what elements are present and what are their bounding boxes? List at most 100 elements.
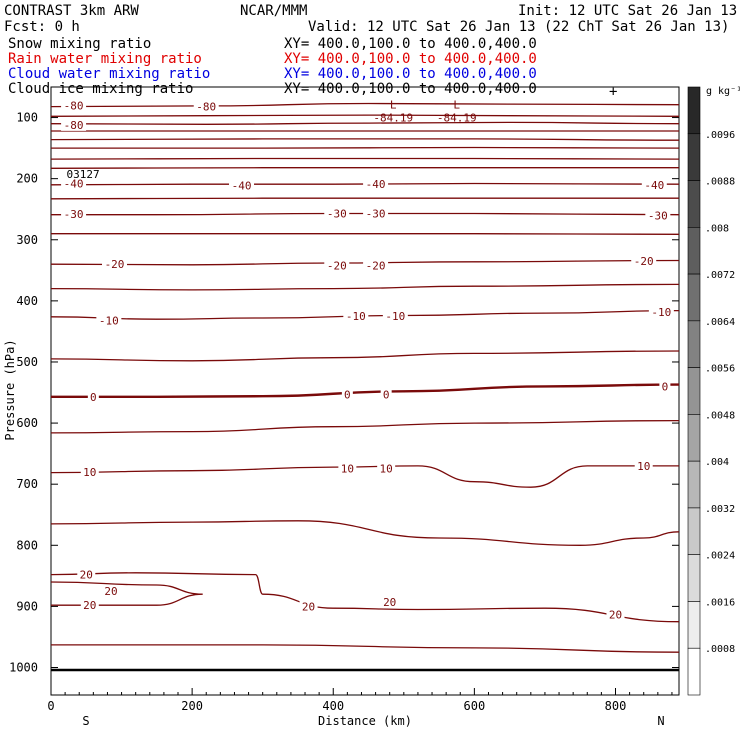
contour-label: 20 [609,608,622,621]
contour-label-bg [338,462,357,475]
contour-label: 20 [383,596,396,609]
contour-label: 20 [104,585,117,598]
y-tick-label: 800 [16,538,38,552]
contour-line [51,233,680,235]
contour-label: 20 [80,569,93,582]
colorbar-swatch [687,554,701,602]
x-tick-label: 800 [605,699,627,713]
colorbar-swatch [687,601,701,649]
contour-label-bg [363,178,389,191]
contour-label-bg [380,596,399,609]
y-tick-label: 900 [16,599,38,613]
colorbar-tick-label: .0016 [705,597,735,608]
field-label: Rain water mixing ratio [8,51,202,67]
contour-line [50,138,680,141]
contour-label-bg [341,388,353,401]
low-value: -84.19 [437,112,477,125]
colorbar-tick-label: .0096 [705,130,735,141]
header-title: CONTRAST 3km ARW [4,3,139,19]
contour-label-bg [645,209,671,222]
contour-line [50,102,680,108]
colorbar-unit: g kg⁻¹ [706,86,740,97]
colorbar-tick-label: .0088 [705,177,735,188]
header-valid: Valid: 12 UTC Sat 26 Jan 13 (22 ChT Sat … [308,19,729,35]
contour-label-bg [377,462,396,475]
contour-label: -30 [366,207,386,220]
contour-label-bg [229,179,255,192]
low-value: -84.19 [373,112,413,125]
contour-label: -40 [366,178,386,191]
contour-label-bg [61,118,87,131]
contour-label-bg [382,310,408,323]
contour-label: -20 [634,255,654,268]
y-axis-label: Pressure (hPa) [3,339,17,440]
low-markers: L-84.19L-84.19 [373,99,476,125]
colorbar-swatch [687,133,701,181]
header-center: NCAR/MMM [240,3,307,19]
field-range: XY= 400.0,100.0 to 400.0,400.0 [284,81,537,97]
contour-line [50,167,679,169]
colorbar-tick-label: .0024 [705,551,735,562]
y-tick-label: 500 [16,355,38,369]
contour-label-bg [634,459,653,472]
contour-line [50,146,680,149]
y-tick-label: 400 [16,294,38,308]
contour-label-bg [193,100,219,113]
x-tick-label: 200 [181,699,203,713]
header-forecast: Fcst: 0 h [4,19,80,35]
contour-label-bg [87,390,99,403]
contour-label: -10 [385,310,405,323]
partial-label: 03127 [67,168,100,181]
plot-frame [50,86,680,696]
field-range: XY= 400.0,100.0 to 400.0,400.0 [284,51,537,67]
contour-label-bg [61,208,87,221]
contour-label-bg [96,314,122,327]
field-legend: Snow mixing ratio XY= 400.0,100.0 to 400.… [8,36,537,97]
x-tick-label: 400 [322,699,344,713]
contour-line [50,114,680,117]
y-tick-label: 600 [16,416,38,430]
contour-label: 10 [341,462,354,475]
contour-line [50,283,680,291]
field-label: Cloud ice mixing ratio [8,81,193,97]
contour-line [50,419,680,434]
colorbar-swatch [687,180,701,228]
colorbar-swatch [687,227,701,275]
contour-label-bg [299,600,318,613]
contour-label: -20 [327,259,347,272]
contour-label: 20 [302,600,315,613]
contour-label: -20 [105,258,125,271]
colorbar-tick-label: .004 [705,457,729,468]
y-tick-label: 1000 [9,661,38,675]
contour-label-bg [363,207,389,220]
contour-label: -40 [232,179,252,192]
contour-label-bg [80,465,99,478]
contour-label-bg [77,568,96,581]
contour-line [50,182,680,186]
colorbar-swatch [687,320,701,368]
contour-label: -40 [64,178,84,191]
contour-label-bg [80,599,99,612]
contour-label: 0 [662,380,669,393]
colorbar-swatch [687,273,701,322]
contour-label-bg [343,310,369,323]
contour-line [50,309,680,320]
low-symbol: L [390,99,397,112]
field-range: XY= 400.0,100.0 to 400.0,400.0 [284,36,537,52]
colorbar-swatch [687,460,701,509]
colorbar-tick-label: .008 [705,223,729,234]
field-label: Snow mixing ratio [8,36,151,52]
contour-label: 10 [83,466,96,479]
contour-line [50,572,680,623]
colorbar-swatch [687,414,701,462]
y-tick-label: 100 [16,111,38,125]
contour-line [50,350,680,362]
contour-label-bg [363,259,389,272]
low-symbol: L [453,99,460,112]
contour-line [50,157,680,160]
contour-label: 10 [637,460,650,473]
contour-label-bg [61,99,87,112]
contour-label: 0 [344,388,351,401]
